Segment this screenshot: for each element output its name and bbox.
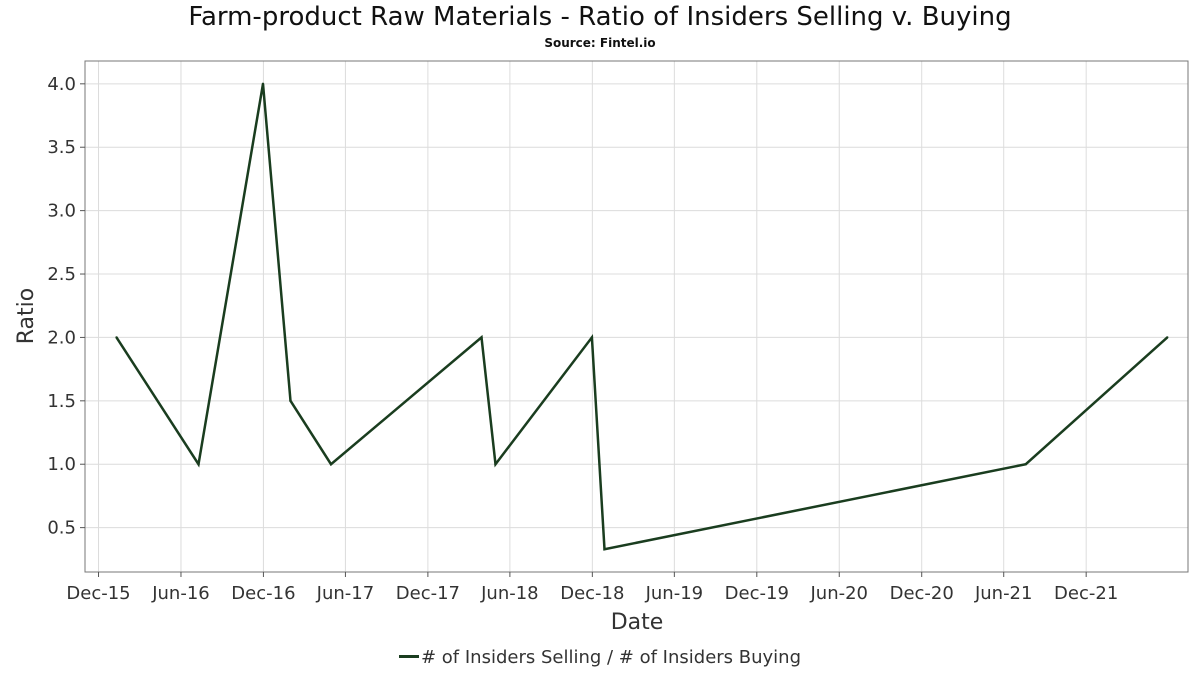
data-point [1024, 463, 1027, 466]
x-tick-label: Dec-16 [231, 583, 295, 604]
x-axis-title: Date [611, 610, 664, 635]
y-tick-label: 3.0 [47, 201, 76, 222]
data-point [1166, 336, 1169, 339]
x-tick-label: Jun-18 [480, 583, 539, 604]
y-tick-label: 4.0 [47, 74, 76, 95]
legend-label: # of Insiders Selling / # of Insiders Bu… [420, 647, 802, 668]
y-tick-label: 2.0 [47, 327, 76, 348]
data-point [480, 336, 483, 339]
series-line [115, 83, 1169, 551]
data-point [590, 336, 594, 339]
x-tick-label: Jun-17 [316, 583, 375, 604]
x-tick-label: Jun-16 [151, 583, 210, 604]
data-point [261, 82, 265, 86]
data-point [115, 336, 118, 339]
x-tick-label: Dec-18 [560, 583, 624, 604]
axis-ticks: 0.5 1.0 1.5 2.0 2.5 3.0 3.5 4.0 Dec-15 Jun-16 Dec-… [47, 74, 1118, 604]
x-tick-label: Dec-15 [66, 583, 130, 604]
y-tick-label: 3.5 [47, 137, 76, 158]
grid [85, 61, 1188, 572]
legend: # of Insiders Selling / # of Insiders Bu… [0, 647, 1200, 668]
data-point [329, 463, 333, 466]
data-point [494, 463, 497, 466]
legend-swatch [398, 654, 419, 658]
x-tick-label: Jun-21 [974, 583, 1033, 604]
x-tick-label: Jun-20 [809, 583, 868, 604]
data-point [289, 399, 292, 403]
x-tick-label: Dec-21 [1054, 583, 1118, 604]
x-tick-label: Dec-19 [725, 583, 789, 604]
y-axis-title: Ratio [14, 288, 39, 344]
y-tick-label: 2.5 [47, 264, 76, 285]
y-tick-label: 1.0 [47, 454, 76, 475]
x-tick-label: Jun-19 [645, 583, 704, 604]
data-point [197, 463, 200, 466]
x-tick-label: Dec-17 [396, 583, 460, 604]
chart-subtitle: Source: Fintel.io [544, 36, 656, 50]
chart-title: Farm-product Raw Materials - Ratio of In… [188, 2, 1012, 32]
data-point [603, 547, 606, 551]
plot-frame [84, 60, 1189, 573]
x-tick-label: Dec-20 [890, 583, 954, 604]
y-tick-label: 0.5 [47, 518, 76, 539]
series-layer [115, 82, 1169, 551]
y-tick-label: 1.5 [47, 391, 76, 412]
